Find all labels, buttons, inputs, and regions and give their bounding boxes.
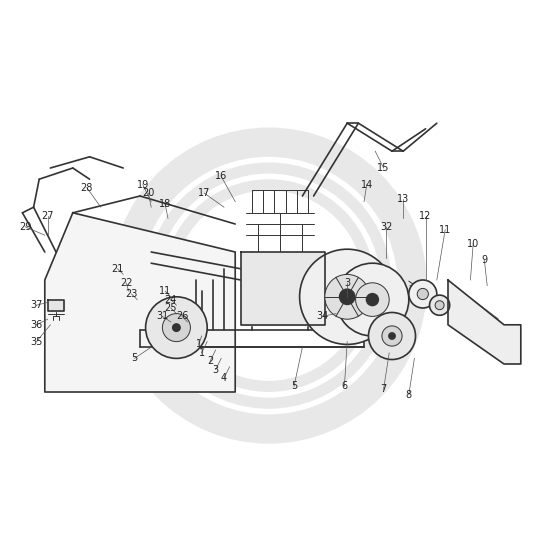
Polygon shape xyxy=(448,280,521,364)
Circle shape xyxy=(146,297,207,358)
Text: 4: 4 xyxy=(221,373,227,383)
Circle shape xyxy=(388,332,396,340)
Text: 24: 24 xyxy=(165,295,177,305)
Circle shape xyxy=(356,283,389,316)
Circle shape xyxy=(300,249,395,344)
Text: 11: 11 xyxy=(159,286,171,296)
Text: 13: 13 xyxy=(397,194,409,204)
Circle shape xyxy=(417,288,428,300)
Text: 25: 25 xyxy=(165,303,177,313)
Circle shape xyxy=(172,323,181,332)
Text: 8: 8 xyxy=(406,390,412,400)
Text: 19: 19 xyxy=(137,180,149,190)
Text: 35: 35 xyxy=(30,337,43,347)
Text: 2: 2 xyxy=(207,356,213,366)
Text: 1: 1 xyxy=(196,339,202,349)
Circle shape xyxy=(430,295,450,315)
Text: 9: 9 xyxy=(482,255,487,265)
Circle shape xyxy=(336,263,409,336)
Circle shape xyxy=(162,314,190,342)
Text: 26: 26 xyxy=(176,311,188,321)
Circle shape xyxy=(325,274,370,319)
Text: 20: 20 xyxy=(142,188,155,198)
Text: 31: 31 xyxy=(156,311,169,321)
Text: 10: 10 xyxy=(467,239,479,249)
Text: 36: 36 xyxy=(30,320,43,330)
Text: 15: 15 xyxy=(377,163,390,173)
Text: 1: 1 xyxy=(199,348,204,358)
Text: 3: 3 xyxy=(344,278,350,288)
Circle shape xyxy=(382,326,402,346)
Text: 14: 14 xyxy=(361,180,373,190)
Text: 21: 21 xyxy=(111,264,124,274)
Circle shape xyxy=(409,280,437,308)
Text: 23: 23 xyxy=(125,289,138,299)
Text: 5: 5 xyxy=(291,381,297,391)
Text: 22: 22 xyxy=(120,278,132,288)
Text: 37: 37 xyxy=(30,300,43,310)
Text: 7: 7 xyxy=(380,384,387,394)
Text: 27: 27 xyxy=(41,211,54,221)
Text: 3: 3 xyxy=(213,365,218,375)
Circle shape xyxy=(435,301,444,310)
Polygon shape xyxy=(45,213,235,392)
Text: 17: 17 xyxy=(198,188,211,198)
Circle shape xyxy=(368,312,416,360)
Text: 11: 11 xyxy=(439,225,451,235)
Text: 18: 18 xyxy=(159,199,171,209)
Text: 34: 34 xyxy=(316,311,328,321)
Text: 5: 5 xyxy=(131,353,138,363)
Text: 32: 32 xyxy=(380,222,393,232)
Text: 12: 12 xyxy=(419,211,432,221)
Circle shape xyxy=(366,293,379,306)
Polygon shape xyxy=(48,300,64,311)
Text: 28: 28 xyxy=(81,183,93,193)
Text: 16: 16 xyxy=(215,171,227,181)
Text: 6: 6 xyxy=(342,381,347,391)
Circle shape xyxy=(339,288,356,305)
Polygon shape xyxy=(241,252,325,325)
Text: 29: 29 xyxy=(19,222,31,232)
